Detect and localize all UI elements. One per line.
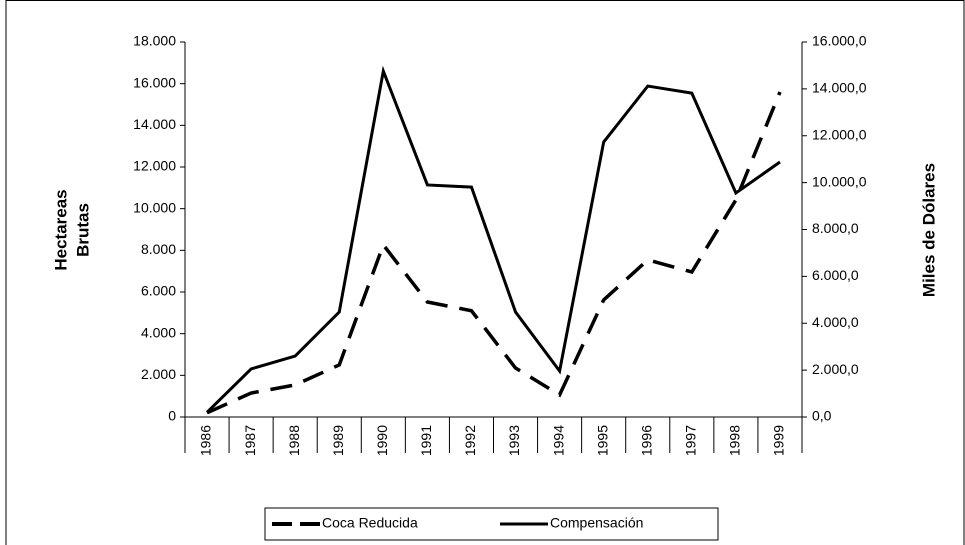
y2-tick-label: 16.000,0 bbox=[812, 33, 867, 49]
y-tick-label: 8.000 bbox=[141, 241, 176, 257]
y-axis-label: Brutas bbox=[73, 203, 92, 257]
x-tick-label: 1986 bbox=[198, 425, 214, 456]
legend-label: Compensación bbox=[550, 515, 643, 531]
y-axis-label: Hectareas bbox=[51, 189, 70, 270]
y-tick-label: 4.000 bbox=[141, 324, 176, 340]
x-tick-label: 1992 bbox=[462, 425, 478, 456]
y2-axis-label: Miles de Dólares bbox=[919, 163, 938, 297]
chart-frame bbox=[5, 0, 965, 545]
y2-tick-label: 2.000,0 bbox=[812, 361, 859, 377]
y2-tick-label: 10.000,0 bbox=[812, 173, 867, 189]
legend-box bbox=[264, 507, 719, 541]
x-tick-label: 1989 bbox=[330, 425, 346, 456]
y2-tick-label: 6.000,0 bbox=[812, 267, 859, 283]
x-tick-label: 1994 bbox=[550, 425, 566, 456]
y2-tick-label: 8.000,0 bbox=[812, 220, 859, 236]
legend-label: Coca Reducida bbox=[322, 515, 418, 531]
x-tick-label: 1999 bbox=[771, 425, 787, 456]
x-tick-label: 1991 bbox=[418, 425, 434, 456]
y2-tick-label: 0,0 bbox=[812, 408, 832, 424]
y2-tick-label: 14.000,0 bbox=[812, 80, 867, 96]
x-tick-label: 1993 bbox=[506, 425, 522, 456]
x-tick-label: 1995 bbox=[594, 425, 610, 456]
series-line bbox=[205, 65, 781, 414]
y-tick-label: 0 bbox=[168, 408, 176, 424]
y-tick-label: 14.000 bbox=[133, 116, 176, 132]
x-tick-label: 1998 bbox=[727, 425, 743, 456]
x-tick-label: 1987 bbox=[242, 425, 258, 456]
x-tick-label: 1988 bbox=[286, 425, 302, 456]
series-line bbox=[206, 91, 782, 415]
y2-tick-label: 12.000,0 bbox=[812, 126, 867, 142]
x-tick-label: 1997 bbox=[683, 425, 699, 456]
y-tick-label: 6.000 bbox=[141, 283, 176, 299]
y-tick-label: 16.000 bbox=[133, 74, 176, 90]
y-tick-label: 2.000 bbox=[141, 366, 176, 382]
x-tick-label: 1996 bbox=[638, 425, 654, 456]
y-tick-label: 18.000 bbox=[133, 33, 176, 49]
y2-tick-label: 4.000,0 bbox=[812, 314, 859, 330]
x-tick-label: 1990 bbox=[374, 425, 390, 456]
y-tick-label: 10.000 bbox=[133, 199, 176, 215]
y-tick-label: 12.000 bbox=[133, 158, 176, 174]
